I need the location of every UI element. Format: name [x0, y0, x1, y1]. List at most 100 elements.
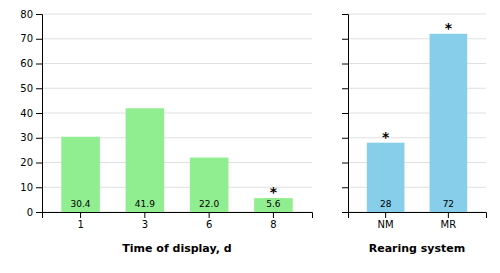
data-label: 5.6 [266, 199, 281, 209]
tick-label: NM [378, 219, 394, 230]
grid-line [348, 14, 486, 15]
tick-label: 0 [27, 207, 33, 218]
tick [342, 64, 348, 65]
tick-label: 30 [20, 132, 33, 143]
grid-line [42, 38, 312, 39]
bar [190, 158, 229, 212]
tick-label: 1 [77, 219, 83, 230]
tick-mark [144, 212, 145, 218]
data-labels: 2872 [379, 198, 455, 210]
tick: 1 [77, 212, 83, 230]
tick-label: 40 [20, 108, 33, 119]
x-axis: 1 3 6 8 [43, 212, 313, 230]
data-label-box [134, 198, 156, 210]
tick-mark [36, 138, 42, 139]
axis-title: Time of display, d [122, 242, 231, 255]
tick: 40 [20, 108, 42, 119]
grid-line [42, 88, 312, 89]
tick-label: 20 [20, 157, 33, 168]
data-label: 22.0 [199, 199, 219, 209]
tick-mark [448, 212, 449, 218]
tick-label: 60 [20, 58, 33, 69]
tick-mark [36, 113, 42, 114]
annotations: ** [382, 20, 453, 145]
tick-mark [342, 113, 348, 114]
bars [61, 108, 292, 212]
annotation: * [382, 129, 390, 145]
tick [342, 14, 348, 15]
tick-mark [36, 163, 42, 164]
tick [342, 138, 348, 139]
y-axis [342, 15, 349, 213]
chart: 010203040506070801368Time of display, d3… [20, 9, 312, 255]
data-label: 28 [380, 199, 392, 209]
tick-mark [342, 138, 348, 139]
tick-label: 3 [142, 219, 148, 230]
data-labels: 30.4 41.9 22.0 5.6 [70, 198, 282, 210]
grid-line [42, 14, 312, 15]
axis-line [342, 15, 349, 213]
data-label: 41.9 [135, 199, 155, 209]
tick-mark [36, 14, 42, 15]
tick-mark [342, 163, 348, 164]
figure: 010203040506070801368Time of display, d3… [0, 0, 500, 273]
axis-line [43, 213, 313, 219]
tick-mark [36, 64, 42, 65]
tick: 6 [206, 212, 212, 230]
tick-mark [385, 212, 386, 218]
tick: 30 [20, 132, 42, 143]
tick: 60 [20, 58, 42, 69]
tick [342, 212, 348, 213]
tick: 80 [20, 9, 42, 20]
tick [342, 163, 348, 164]
tick-label: MR [441, 219, 457, 230]
grid-line [42, 63, 312, 64]
tick: 0 [27, 207, 42, 218]
data-label-box [198, 198, 220, 210]
tick-mark [209, 212, 210, 218]
tick: 3 [142, 212, 148, 230]
tick: 50 [20, 83, 42, 94]
chart: NMMRRearing system2872** [342, 14, 487, 255]
tick-label: 50 [20, 83, 33, 94]
data-label: 30.4 [71, 199, 91, 209]
tick-mark [80, 212, 81, 218]
tick-label: 6 [206, 219, 212, 230]
grid [348, 14, 486, 212]
bar [126, 108, 165, 212]
bar [367, 143, 405, 212]
tick-mark [342, 212, 348, 213]
tick-mark [273, 212, 274, 218]
annotations: * [270, 184, 278, 200]
tick-mark [36, 212, 42, 213]
tick: 10 [20, 182, 42, 193]
axis-line [36, 15, 43, 213]
data-label-box [379, 198, 393, 210]
tick: NM [378, 212, 394, 230]
tick-mark [342, 88, 348, 89]
grid [42, 14, 312, 212]
axis-title: Rearing system [369, 242, 466, 255]
tick-mark [36, 39, 42, 40]
bar [61, 137, 100, 212]
tick: 20 [20, 157, 42, 168]
bar [254, 198, 293, 212]
data-label-box [70, 198, 92, 210]
tick [342, 113, 348, 114]
tick [342, 39, 348, 40]
tick [342, 187, 348, 188]
data-label-box [442, 198, 455, 210]
tick [342, 88, 348, 89]
tick-mark [342, 14, 348, 15]
axis-line [349, 213, 487, 219]
annotation: * [445, 20, 453, 36]
tick-mark [342, 187, 348, 188]
tick-label: 10 [20, 182, 33, 193]
tick-label: 80 [20, 9, 33, 20]
tick-mark [342, 39, 348, 40]
y-axis: 01020304050607080 [20, 9, 42, 218]
tick: MR [441, 212, 457, 230]
tick: 8 [270, 212, 276, 230]
bar [430, 34, 468, 212]
tick-mark [342, 64, 348, 65]
